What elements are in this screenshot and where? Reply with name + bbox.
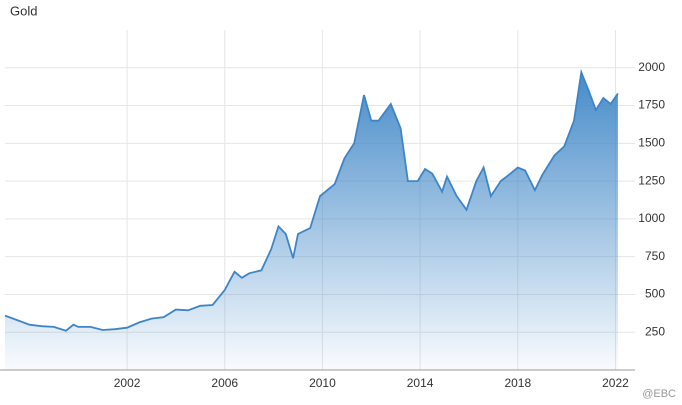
watermark: @EBC — [642, 388, 676, 400]
x-tick-label: 2010 — [309, 376, 336, 390]
x-tick-label: 2014 — [407, 376, 434, 390]
x-tick-label: 2018 — [504, 376, 531, 390]
x-tick-label: 2022 — [602, 376, 629, 390]
line — [4, 68, 619, 332]
chart-title: Gold — [10, 3, 37, 18]
y-tick-label: 1000 — [638, 211, 665, 225]
y-tick-label: 1750 — [638, 98, 665, 112]
y-tick-label: 1250 — [638, 173, 665, 187]
y-tick-label: 750 — [645, 249, 665, 263]
y-tick-label: 2000 — [638, 60, 665, 74]
x-tick-label: 2006 — [211, 376, 238, 390]
y-tick-label: 500 — [645, 287, 665, 301]
area — [5, 72, 618, 371]
y-tick-label: 1500 — [638, 136, 665, 150]
x-tick-label: 2002 — [114, 376, 141, 390]
y-tick-label: 250 — [645, 324, 665, 338]
